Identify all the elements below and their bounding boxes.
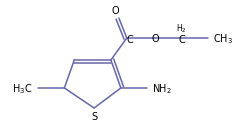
- Text: NH$_2$: NH$_2$: [153, 82, 172, 96]
- Text: O: O: [152, 34, 159, 44]
- Text: H$_2$: H$_2$: [176, 23, 187, 35]
- Text: O: O: [111, 6, 119, 16]
- Text: H$_3$C: H$_3$C: [12, 82, 32, 96]
- Text: C: C: [126, 35, 133, 45]
- Text: CH$_3$: CH$_3$: [213, 32, 233, 46]
- Text: S: S: [91, 112, 97, 122]
- Text: C: C: [179, 35, 186, 45]
